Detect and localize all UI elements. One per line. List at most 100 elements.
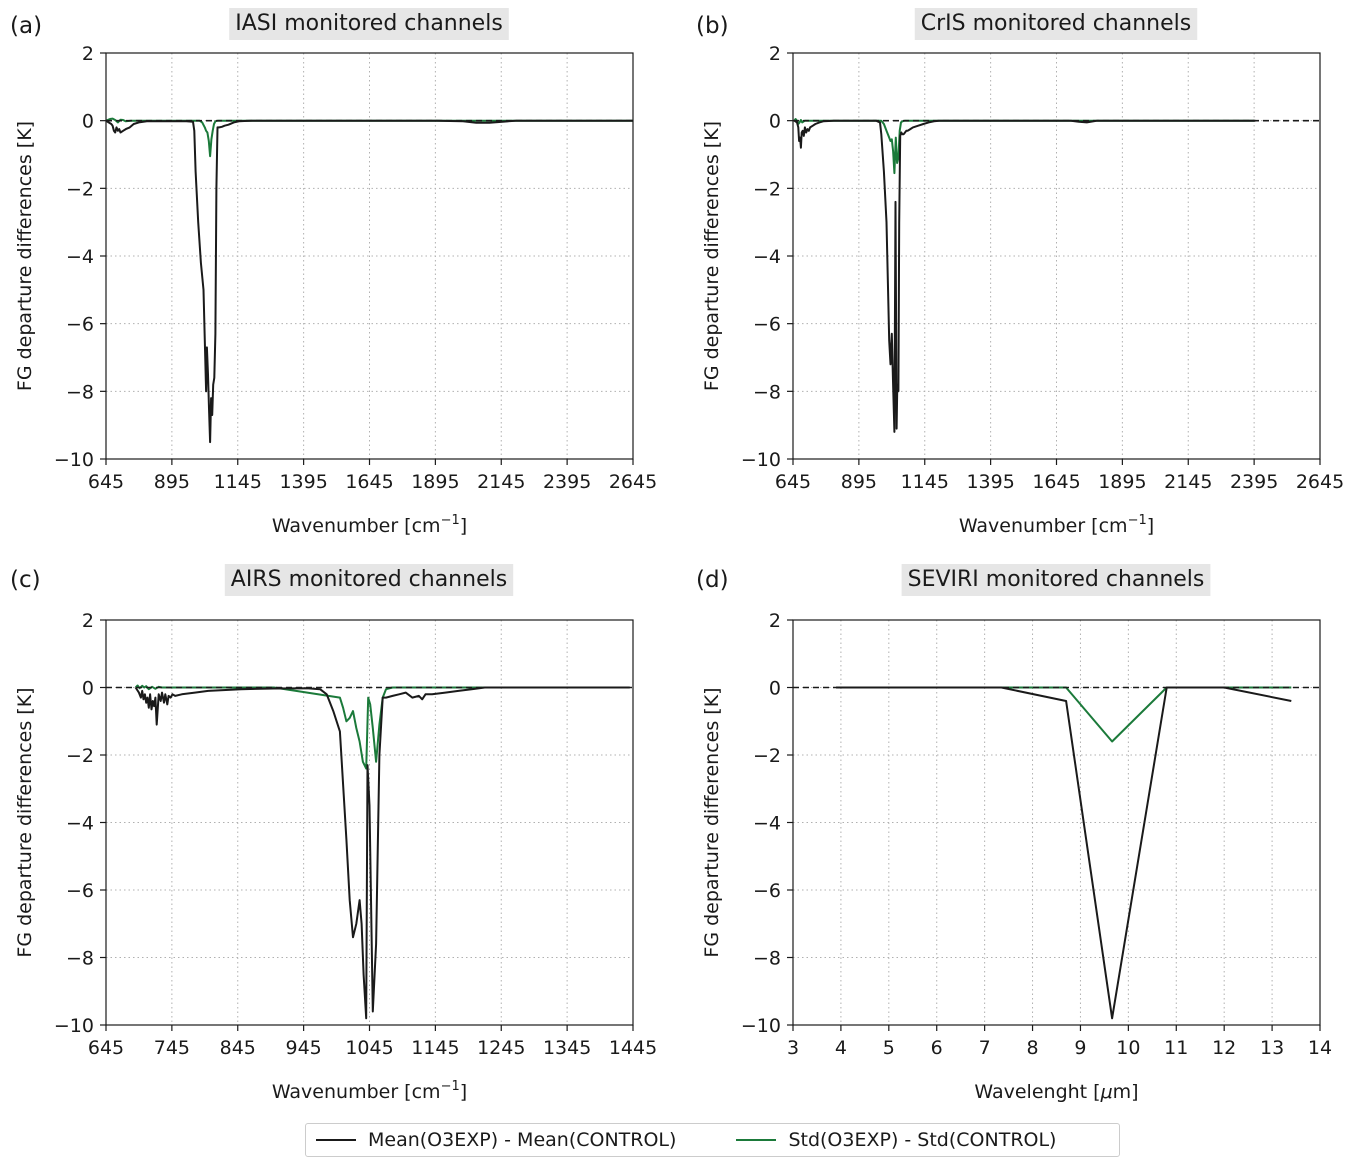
panel-d-series-std bbox=[836, 686, 1292, 743]
panel-a-ytick-label: −4 bbox=[66, 246, 94, 268]
panel-a-ytick-label: −6 bbox=[66, 314, 94, 336]
panel-d-xtick-label: 9 bbox=[1074, 1037, 1086, 1059]
legend-swatch-mean bbox=[316, 1139, 356, 1141]
panel-c-plot-area bbox=[106, 684, 633, 1020]
panel-b-title-text: CrIS monitored channels bbox=[921, 11, 1191, 36]
panel-c-ytick-label: 0 bbox=[82, 678, 94, 700]
panel-c-xtick-label: 1345 bbox=[543, 1037, 591, 1059]
panel-c-ytick-label: −8 bbox=[66, 948, 94, 970]
panel-d-ylabel: FG departure differences [K] bbox=[701, 687, 723, 957]
panel-a-ytick-label: −8 bbox=[66, 381, 94, 403]
panel-d-plot-area bbox=[793, 686, 1320, 1020]
panel-a-xtick-label: 2145 bbox=[477, 471, 525, 493]
panel-a-xtick-label: 1145 bbox=[214, 471, 262, 493]
panel-d-xtick-label: 6 bbox=[931, 1037, 943, 1059]
panel-d-ytick-label: −10 bbox=[741, 1015, 781, 1037]
panel-b-ytick-label: −8 bbox=[753, 381, 781, 403]
panel-a-xtick-label: 1395 bbox=[279, 471, 327, 493]
panel-d: (d) SEVIRI monitored channels 3 4 5 6 7 8 9 10 11 1… bbox=[696, 564, 1332, 1103]
panel-c-ylabel: FG departure differences [K] bbox=[14, 687, 36, 957]
panel-a-series-std bbox=[106, 117, 633, 158]
panel-b-letter: (b) bbox=[696, 13, 729, 39]
panel-b-ytick-label: 0 bbox=[769, 111, 781, 133]
panel-c-xtick-label: 1145 bbox=[411, 1037, 459, 1059]
panel-a-xtick-label: 645 bbox=[88, 471, 124, 493]
panel-c-ytick-label: 2 bbox=[82, 610, 94, 632]
legend-label-std: Std(O3EXP) - Std(CONTROL) bbox=[788, 1129, 1057, 1151]
panel-c-title: AIRS monitored channels bbox=[224, 564, 514, 596]
panel-a: (a) IASI monitored channels 645 895 1145 1395… bbox=[10, 8, 657, 537]
panel-a-xtick-label: 1645 bbox=[345, 471, 393, 493]
panel-d-letter: (d) bbox=[696, 567, 729, 593]
panel-c-frame bbox=[105, 619, 634, 1026]
panel-c-xtick-label: 745 bbox=[154, 1037, 190, 1059]
panel-a-grid bbox=[106, 53, 633, 459]
panel-b-series-std bbox=[793, 118, 1255, 175]
panel-d-xtick-label: 11 bbox=[1164, 1037, 1188, 1059]
legend-item-std: Std(O3EXP) - Std(CONTROL) bbox=[726, 1129, 1056, 1151]
panel-b-xtick-label: 2395 bbox=[1230, 471, 1278, 493]
panel-b-xtick-label: 1145 bbox=[901, 471, 949, 493]
panel-d-grid bbox=[793, 620, 1320, 1025]
panel-d-xtick-label: 5 bbox=[883, 1037, 895, 1059]
panel-c-title-bg bbox=[224, 564, 514, 596]
panel-b-ytick-label: −6 bbox=[753, 314, 781, 336]
panel-b-xtick-label: 645 bbox=[775, 471, 811, 493]
panel-a-title-text: IASI monitored channels bbox=[235, 11, 503, 36]
panel-b-title-bg bbox=[914, 8, 1198, 40]
panel-b-xtick-label: 2145 bbox=[1164, 471, 1212, 493]
panel-c-xtick-label: 1445 bbox=[609, 1037, 657, 1059]
panel-a-xtick-label: 1895 bbox=[411, 471, 459, 493]
panel-a-xtick-label: 895 bbox=[154, 471, 190, 493]
panel-a-series-mean bbox=[106, 119, 633, 444]
panel-b-ytick-label: −4 bbox=[753, 246, 781, 268]
panel-a-xtick-label: 2395 bbox=[543, 471, 591, 493]
panel-d-title-text: SEVIRI monitored channels bbox=[908, 567, 1205, 592]
panel-c-ytick-label: −6 bbox=[66, 880, 94, 902]
panel-c-ytick-label: −4 bbox=[66, 813, 94, 835]
panel-b-xtick-label: 895 bbox=[841, 471, 877, 493]
panel-b-series-mean bbox=[793, 119, 1256, 433]
panel-d-ytick-label: −8 bbox=[753, 948, 781, 970]
panel-d-xtick-label: 8 bbox=[1026, 1037, 1038, 1059]
panel-a-xtick-label: 2645 bbox=[609, 471, 657, 493]
legend-swatch-std bbox=[736, 1139, 777, 1141]
panel-d-ytick-label: 2 bbox=[769, 610, 781, 632]
panel-a-ytick-label: 2 bbox=[82, 43, 94, 65]
panel-b-ytick-label: 2 bbox=[769, 43, 781, 65]
panel-b-ytick-label: −10 bbox=[741, 449, 781, 471]
panel-d-xtick-label: 10 bbox=[1116, 1037, 1140, 1059]
panel-a-ytick-label: 0 bbox=[82, 111, 94, 133]
panel-c-ytick-label: −2 bbox=[66, 745, 94, 767]
panel-d-ytick-label: 0 bbox=[769, 678, 781, 700]
panel-c-xtick-label: 945 bbox=[285, 1037, 321, 1059]
panel-a-plot-area bbox=[106, 117, 633, 444]
panel-d-xtick-label: 13 bbox=[1260, 1037, 1284, 1059]
panel-c: (c) AIRS monitored channels 645 745 845 945 10… bbox=[10, 564, 657, 1103]
panel-d-ytick-label: −6 bbox=[753, 880, 781, 902]
panel-c-xtick-label: 1045 bbox=[345, 1037, 393, 1059]
panel-c-title-text: AIRS monitored channels bbox=[231, 567, 507, 592]
panel-c-letter: (c) bbox=[10, 567, 41, 593]
panel-d-ytick-label: −2 bbox=[753, 745, 781, 767]
panel-a-letter: (a) bbox=[10, 13, 42, 39]
panel-c-ytick-label: −10 bbox=[54, 1015, 94, 1037]
panel-d-frame bbox=[792, 619, 1321, 1026]
legend-item-mean: Mean(O3EXP) - Mean(CONTROL) bbox=[306, 1129, 676, 1151]
panel-b-xlabel: Wavenumber [cm−1] bbox=[959, 513, 1154, 537]
panel-d-xtick-label: 3 bbox=[787, 1037, 799, 1059]
panel-d-xtick-label: 12 bbox=[1212, 1037, 1236, 1059]
panel-a-title-bg bbox=[229, 8, 509, 40]
panel-a-xlabel: Wavenumber [cm−1] bbox=[272, 513, 467, 537]
panel-d-xtick-label: 14 bbox=[1308, 1037, 1332, 1059]
panel-c-series-mean bbox=[134, 686, 630, 1020]
panel-a-frame bbox=[105, 52, 634, 460]
panel-d-ytick-label: −4 bbox=[753, 813, 781, 835]
panel-c-xtick-label: 845 bbox=[220, 1037, 256, 1059]
panel-b-frame bbox=[792, 52, 1321, 460]
panel-d-title: SEVIRI monitored channels bbox=[901, 564, 1211, 596]
panel-a-ytick-label: −10 bbox=[54, 449, 94, 471]
legend: Mean(O3EXP) - Mean(CONTROL) Std(O3EXP) -… bbox=[305, 1123, 1120, 1157]
panel-a-ylabel: FG departure differences [K] bbox=[14, 121, 36, 391]
